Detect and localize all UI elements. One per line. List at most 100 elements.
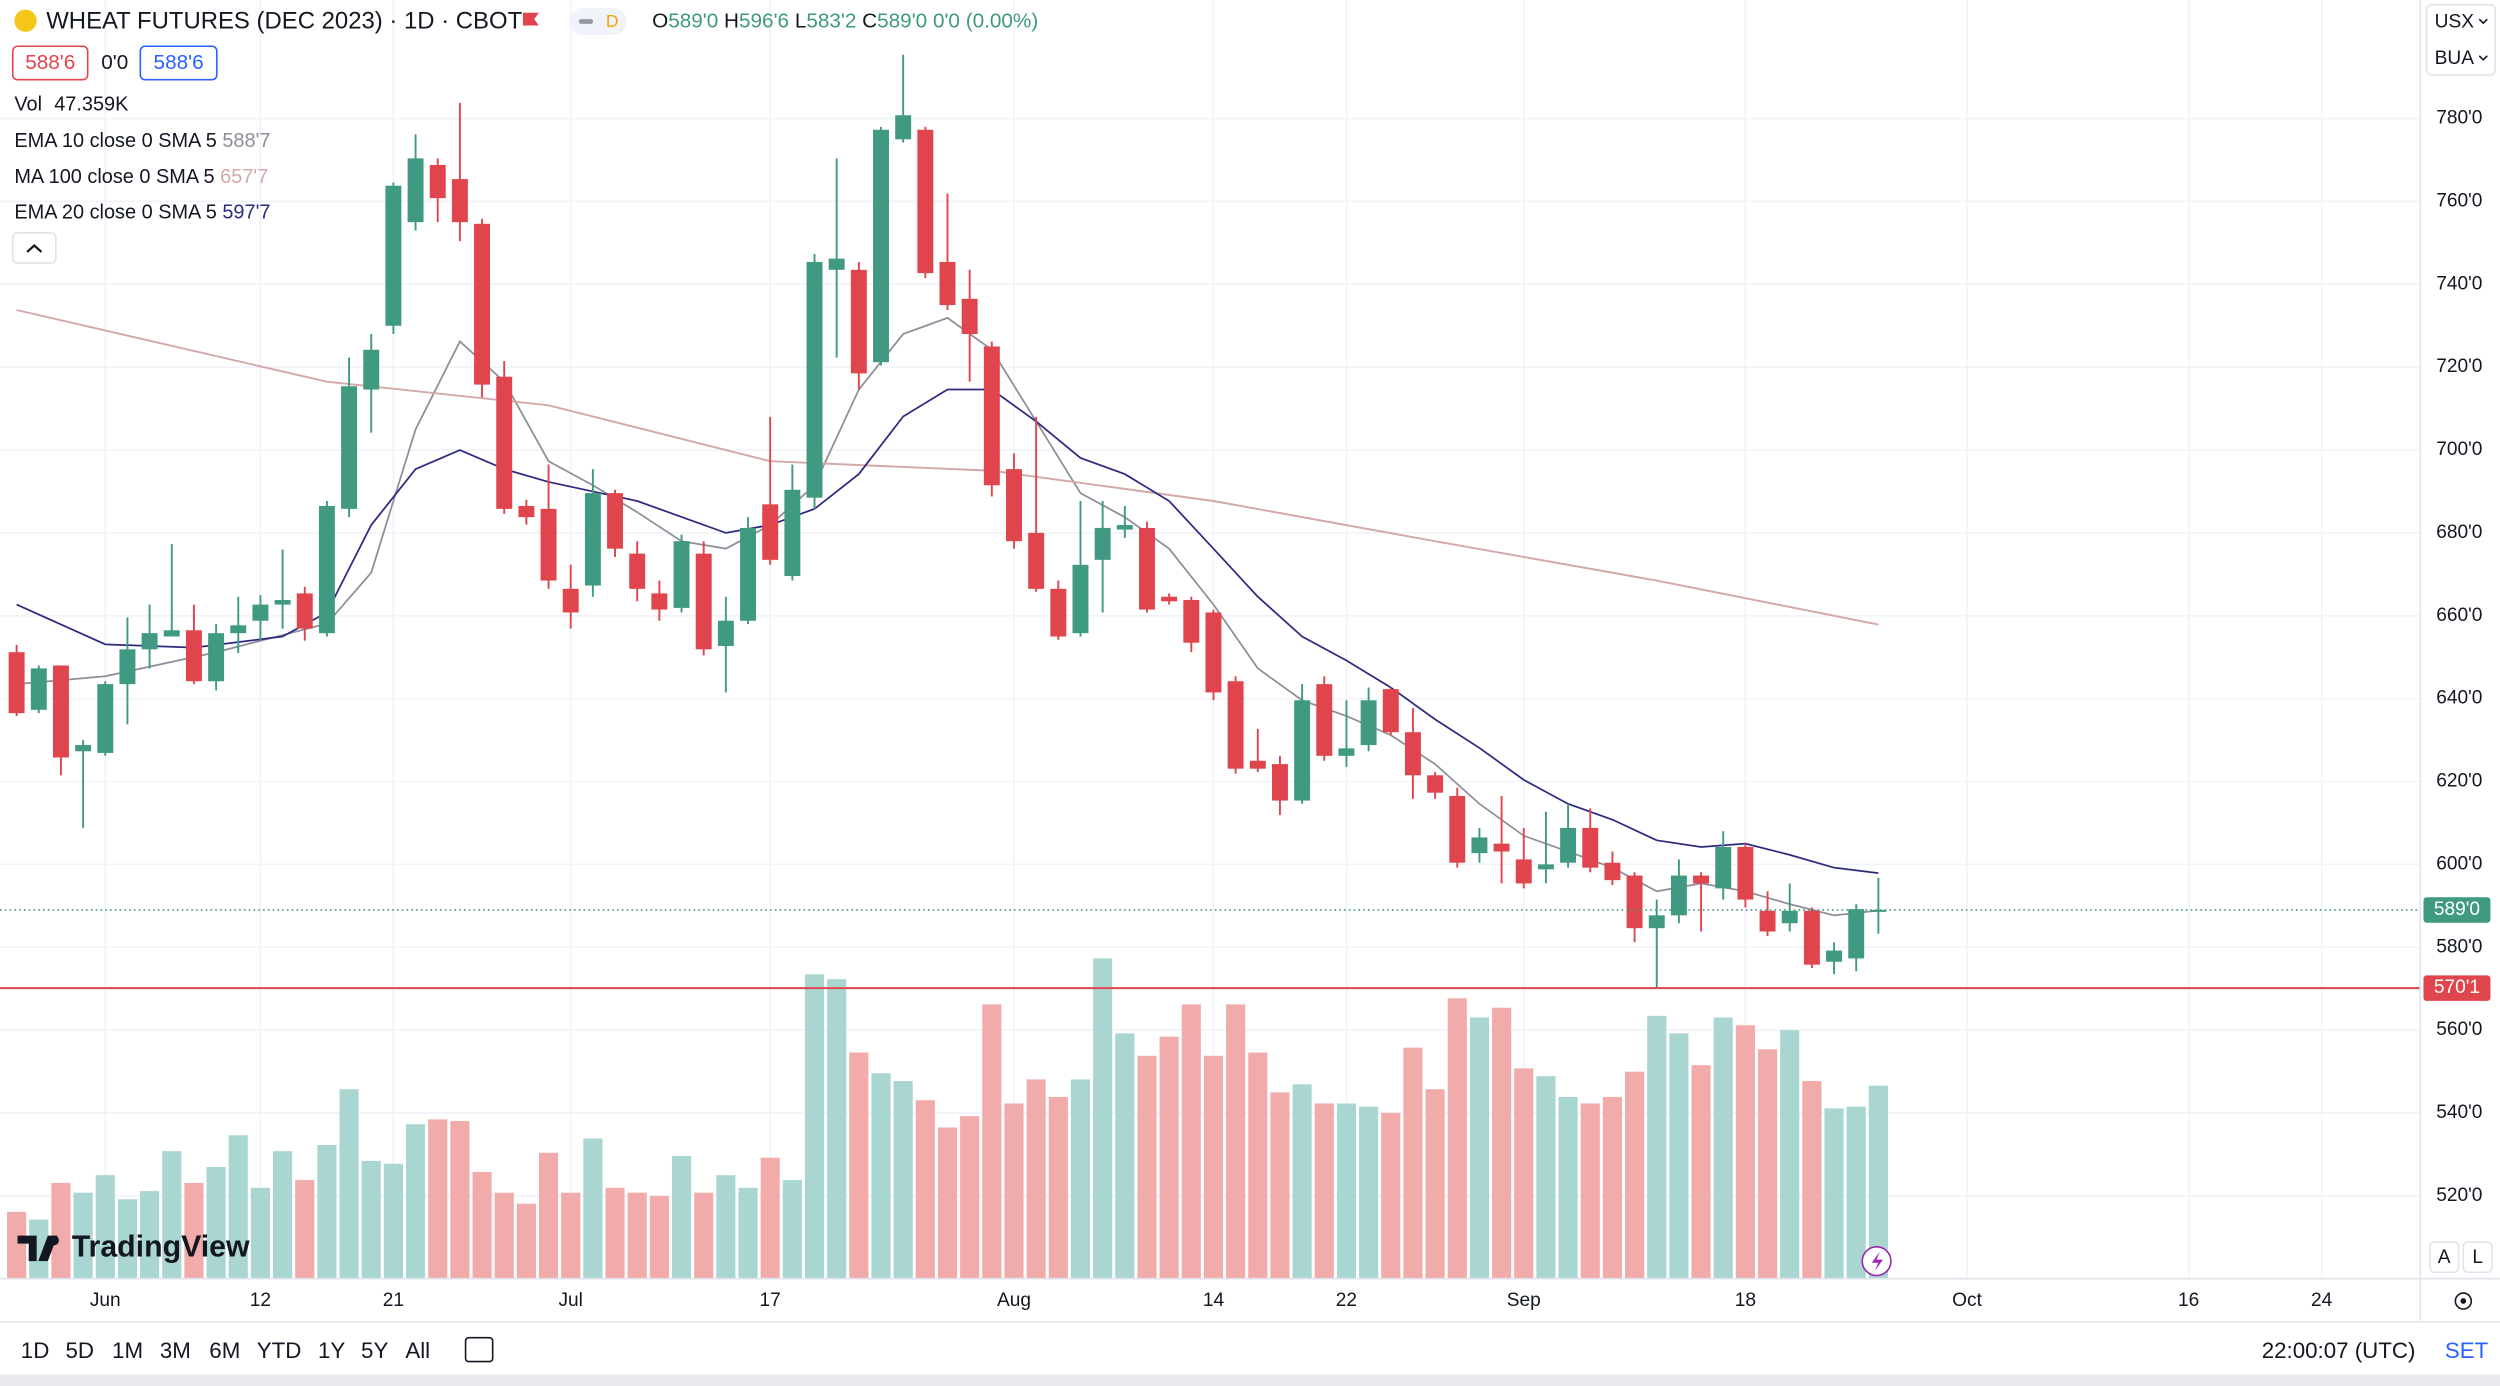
candle-body: [230, 625, 247, 634]
volume-bar: [117, 1199, 138, 1279]
volume-bar: [1802, 1081, 1822, 1279]
unit-dropdowns[interactable]: [2425, 3, 2497, 76]
range-button[interactable]: All: [405, 1338, 430, 1363]
y-tick-label: 620'0: [2436, 771, 2482, 792]
volume-bar: [1691, 1065, 1711, 1279]
candle-body: [318, 505, 335, 634]
candle-body: [1560, 827, 1577, 863]
candle-body: [1670, 875, 1687, 916]
candle-body: [895, 115, 912, 140]
range-button[interactable]: 5D: [65, 1338, 94, 1363]
candle-body: [1072, 564, 1089, 634]
range-button[interactable]: 1Y: [318, 1338, 345, 1363]
candle-body: [119, 649, 136, 685]
range-button[interactable]: YTD: [257, 1338, 302, 1363]
volume-bar: [1735, 1025, 1755, 1279]
y-tick-label: 660'0: [2436, 605, 2482, 626]
volume-bar: [649, 1195, 669, 1279]
candle-body: [740, 527, 756, 621]
candle-body: [52, 665, 69, 758]
volume-bar: [915, 1100, 935, 1279]
volume-bar: [450, 1120, 470, 1279]
candle-body: [540, 508, 557, 581]
range-button[interactable]: 6M: [209, 1338, 240, 1363]
collapse-button[interactable]: [11, 231, 57, 264]
candle-body: [584, 493, 601, 586]
volume-bar: [1115, 1033, 1135, 1279]
bid-box[interactable]: [11, 45, 89, 81]
candle-body: [1826, 950, 1843, 962]
candle-body: [939, 261, 956, 306]
candle-body: [1648, 915, 1665, 929]
volume-bar: [516, 1203, 536, 1279]
badge[interactable]: [569, 7, 627, 36]
candle-body: [1737, 846, 1754, 900]
range-button[interactable]: 1M: [112, 1338, 143, 1363]
candle-body: [1360, 700, 1377, 746]
ohlc-key: H: [724, 10, 739, 33]
candle-body: [1848, 909, 1865, 959]
settings-button[interactable]: SET: [2445, 1338, 2489, 1363]
volume-bar: [1868, 1085, 1888, 1279]
auto-scale-button[interactable]: [2429, 1241, 2460, 1274]
volume-bar: [206, 1167, 226, 1279]
candle-body: [607, 493, 624, 549]
volume-bar: [1514, 1068, 1534, 1279]
candle-body: [208, 633, 225, 682]
x-tick-label: 22: [1336, 1290, 1357, 1311]
x-tick-label: 12: [250, 1290, 271, 1311]
volume-bar: [1558, 1096, 1578, 1279]
range-button[interactable]: 5Y: [361, 1338, 388, 1363]
candle-body: [784, 489, 801, 576]
volume-bar: [406, 1124, 426, 1279]
flag-icon[interactable]: [522, 12, 539, 26]
unit-measure[interactable]: BUA: [2435, 48, 2475, 69]
candle-body: [163, 630, 180, 637]
last-price-bg: [2423, 897, 2491, 923]
settings-gear[interactable]: [2454, 1292, 2473, 1310]
candle-body: [451, 179, 468, 223]
volume-bar: [95, 1175, 115, 1279]
legend-indicator[interactable]: EMA 20 close 0 SMA 5 597'7: [14, 202, 270, 224]
badge-text: D: [606, 11, 619, 31]
ohlc-change: 0'0 (0.00%): [933, 10, 1038, 33]
candle-body: [961, 298, 978, 335]
volume-bar: [1248, 1052, 1268, 1279]
candle-body: [917, 129, 934, 274]
volume-bar: [472, 1171, 492, 1279]
volume-bar: [893, 1081, 913, 1279]
range-button[interactable]: 1D: [21, 1338, 50, 1363]
indicator-legend: Vol 47.359K EMA 10 close 0 SMA 5 588'7 MA 1…: [14, 93, 270, 223]
candle-body: [1781, 910, 1798, 924]
candle-body: [274, 600, 291, 605]
volume-bar: [1359, 1106, 1379, 1279]
legend-indicator[interactable]: MA 100 close 0 SMA 5 657'7: [14, 166, 268, 188]
y-tick-label: 640'0: [2436, 688, 2482, 709]
dropdown-carets: [2478, 18, 2488, 61]
legend-indicator[interactable]: EMA 10 close 0 SMA 5 588'7: [14, 130, 270, 152]
symbol-title[interactable]: WHEAT FUTURES (DEC 2023) · 1D · CBOT: [46, 8, 522, 35]
y-tick-label: 580'0: [2436, 936, 2482, 957]
candle-body: [1227, 681, 1244, 769]
legend-vol-name: Vol: [14, 93, 42, 115]
ask-box[interactable]: [139, 45, 218, 81]
brand-logo: [17, 1235, 58, 1262]
volume-bar: [538, 1152, 559, 1279]
volume-pane: [7, 958, 1888, 1279]
volume-bar: [228, 1135, 248, 1279]
compare-icon[interactable]: [464, 1336, 494, 1363]
candle-body: [429, 164, 446, 199]
log-scale-button[interactable]: [2462, 1241, 2493, 1274]
candle-body: [1449, 796, 1466, 863]
y-tick-label: 680'0: [2436, 522, 2482, 543]
brand-dot: [49, 1235, 59, 1246]
symbol-icon: [14, 9, 37, 32]
candle-body: [1715, 846, 1732, 889]
unit-currency[interactable]: USX: [2435, 11, 2475, 32]
y-tick-label: 520'0: [2436, 1185, 2482, 1206]
range-button[interactable]: 3M: [160, 1338, 191, 1363]
price-axis: 520'0 540'0 560'0 580'0 600'0 620'0 640'0 660'0…: [2423, 108, 2491, 1206]
volume-bar: [317, 1145, 337, 1279]
volume-bar: [1070, 1079, 1091, 1279]
candles: [8, 54, 1887, 988]
